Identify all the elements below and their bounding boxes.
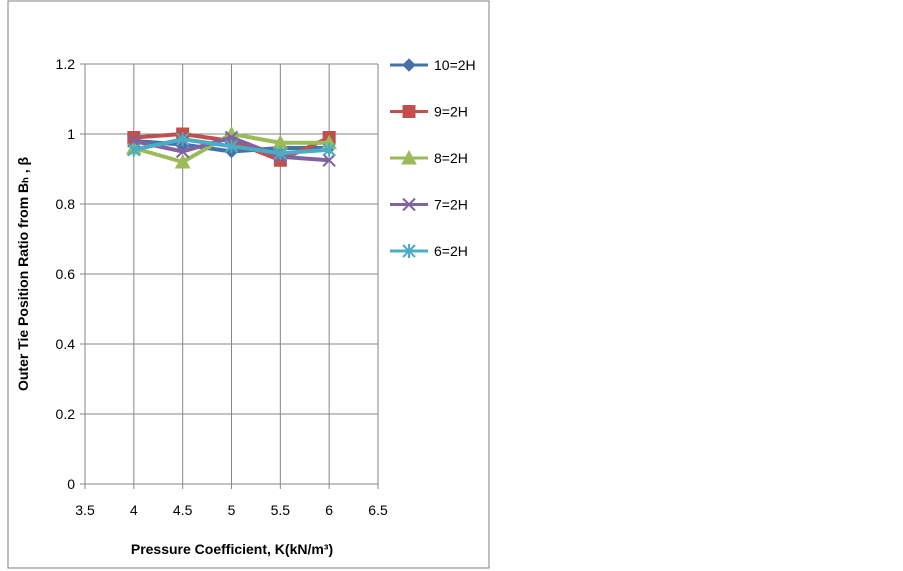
legend-marker <box>402 105 416 118</box>
data-point <box>175 144 190 159</box>
legend-item: 8=2H <box>390 149 468 166</box>
legend: 10=2H 9=2H 8=2H 7=2H 6=2H <box>390 57 476 259</box>
x-tick-label: 6.5 <box>368 502 388 518</box>
x-tick-label: 3.5 <box>75 502 95 518</box>
x-axis-title: Pressure Coefficient, K(kN/m³) <box>131 541 333 557</box>
y-axis-title: Outer Tie Position Ratio from Bₕ , β <box>15 157 31 392</box>
x-tick-label: 5 <box>228 502 236 518</box>
y-tick-label: 0.8 <box>56 196 76 212</box>
y-tick-label: 0.2 <box>56 406 76 422</box>
data-point <box>322 153 336 167</box>
data-point <box>127 142 141 157</box>
marker-stroke <box>175 144 190 159</box>
x-tick-label: 6 <box>325 502 333 518</box>
y-tick-label: 1 <box>67 126 75 142</box>
legend-marker <box>402 244 416 258</box>
data-point <box>174 153 191 169</box>
legend-marker <box>401 149 417 165</box>
y-tick-label: 0 <box>67 476 75 492</box>
data-point <box>273 146 288 161</box>
x-tick-label: 4.5 <box>173 502 193 518</box>
x-tick-label: 4 <box>130 502 138 518</box>
data-point <box>224 139 239 154</box>
marker-stroke <box>322 153 336 167</box>
chart-border <box>7 0 490 569</box>
legend-item: 7=2H <box>390 197 468 213</box>
y-tick-label: 0.6 <box>56 266 76 282</box>
tick-labels: 0 0.2 0.4 0.6 0.8 1 1.2 3.5 4 4.5 5 5.5 6 6.5 <box>56 56 388 518</box>
y-tick-label: 1.2 <box>56 56 76 72</box>
legend-item: 6=2H <box>390 243 468 259</box>
legend-marker <box>402 58 416 72</box>
series-group <box>125 125 338 169</box>
marker-stroke <box>402 197 416 212</box>
legend-label: 10=2H <box>434 57 476 73</box>
x-tick-label: 5.5 <box>271 502 291 518</box>
legend-item: 10=2H <box>390 57 476 73</box>
legend-label: 6=2H <box>434 243 468 259</box>
legend-marker <box>402 197 416 212</box>
legend-label: 9=2H <box>434 104 468 120</box>
series-6-2h <box>127 132 336 161</box>
y-tick-label: 0.4 <box>56 336 76 352</box>
data-point <box>322 142 336 157</box>
legend-label: 8=2H <box>434 150 468 166</box>
legend-item: 9=2H <box>390 104 468 120</box>
data-point <box>175 132 190 147</box>
legend-label: 7=2H <box>434 197 468 213</box>
